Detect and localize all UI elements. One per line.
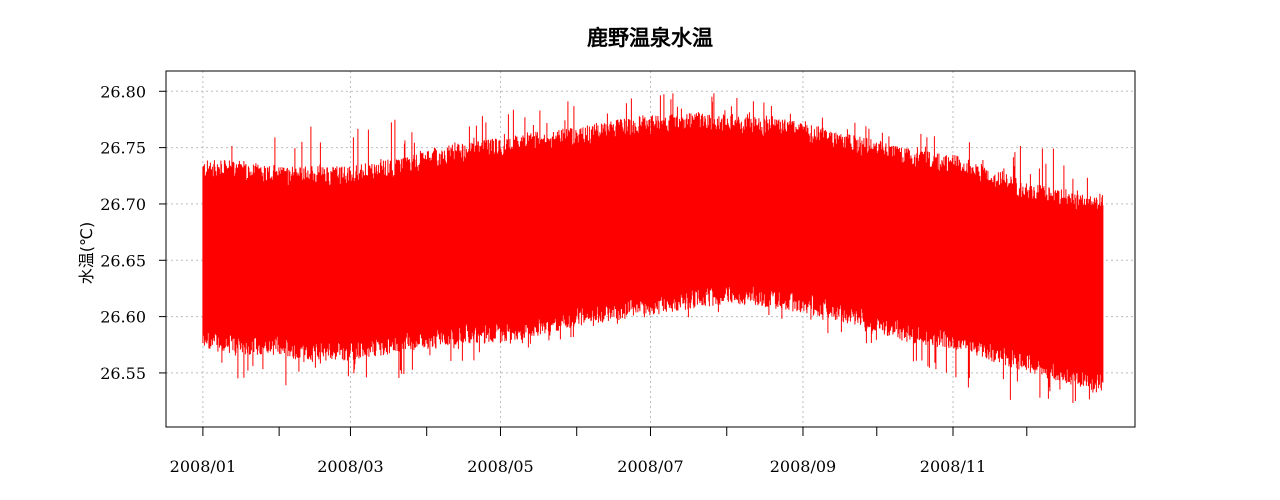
series-layer [202, 93, 1104, 403]
x-tick-label: 2008/11 [920, 457, 986, 476]
x-tick-label: 2008/09 [770, 457, 836, 476]
y-axis-label: 水温(℃) [77, 222, 96, 284]
x-tick-label: 2008/01 [170, 457, 236, 476]
axis-layer: 26.55 26.60 26.65 26.70 26.75 26.80 2008/01 200… [100, 82, 1028, 476]
y-tick-label: 26.60 [100, 308, 146, 327]
x-tick-label: 2008/03 [317, 457, 383, 476]
x-tick-label: 2008/05 [467, 457, 533, 476]
chart-title: 鹿野温泉水温 [587, 26, 713, 50]
series-line [202, 93, 1104, 403]
y-tick-label: 26.55 [100, 364, 146, 383]
y-tick-label: 26.80 [100, 82, 146, 101]
y-tick-label: 26.65 [100, 251, 146, 270]
x-tick-label: 2008/07 [617, 457, 683, 476]
y-tick-label: 26.70 [100, 195, 146, 214]
y-tick-label: 26.75 [100, 139, 146, 158]
